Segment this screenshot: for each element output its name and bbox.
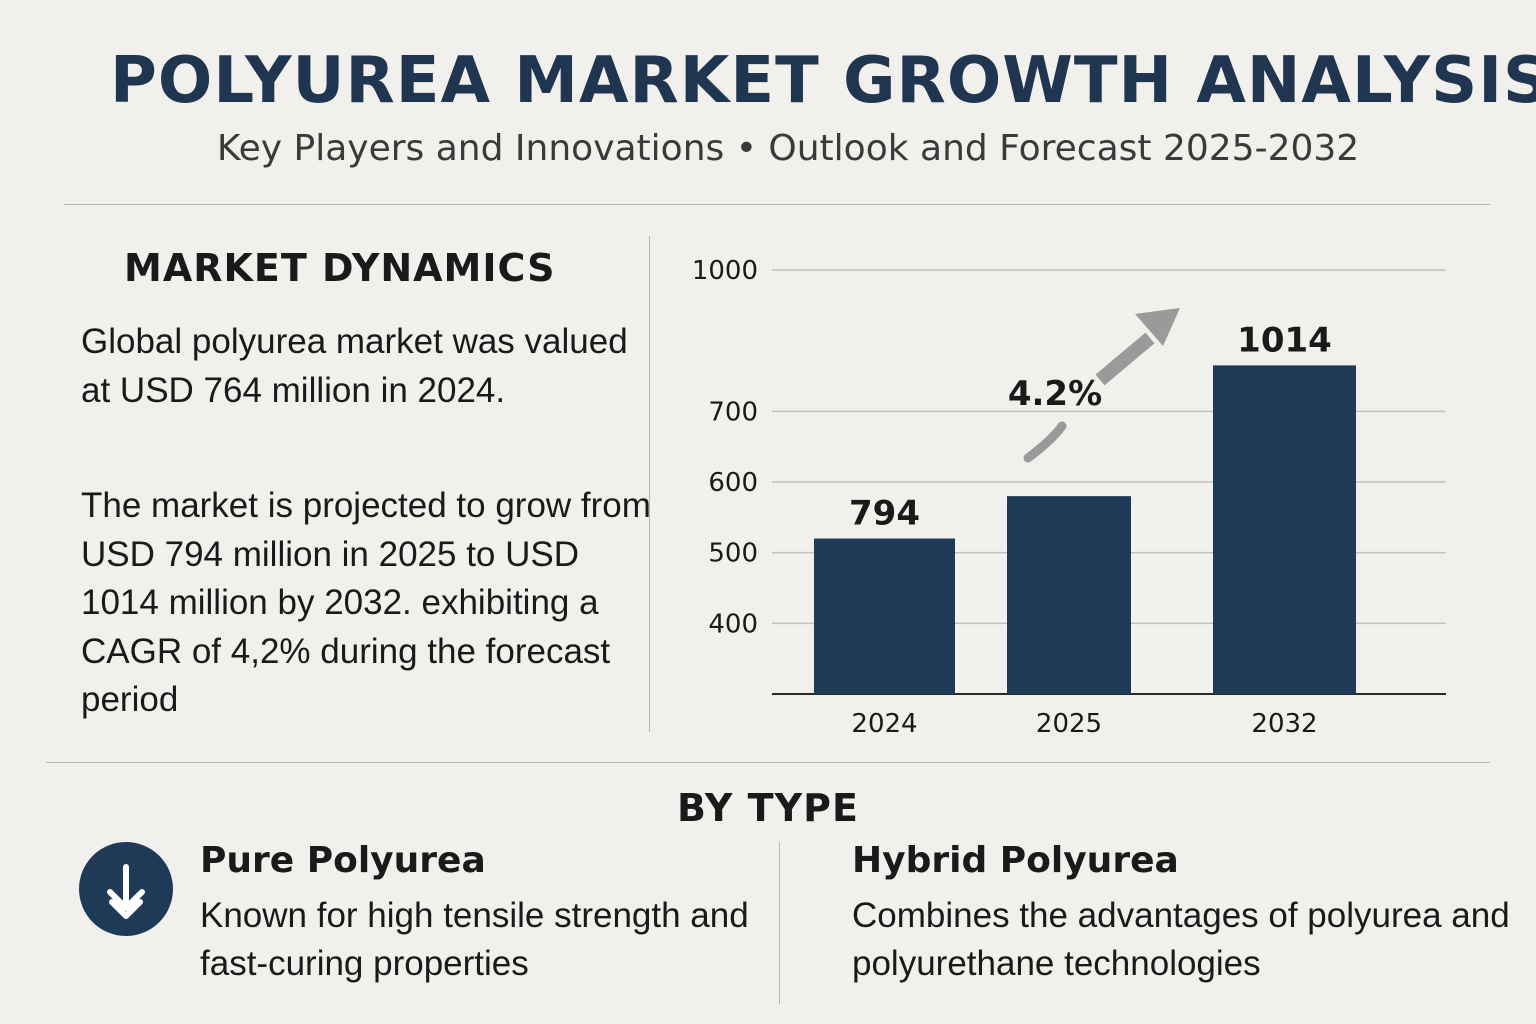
bar-2032 (1213, 365, 1356, 694)
market-dynamics-heading: MARKET DYNAMICS (124, 246, 556, 290)
growth-arrow-head (1135, 308, 1180, 346)
chart-data-labels: 794 1014 (849, 320, 1332, 533)
bar-2024 (814, 538, 955, 694)
top-divider (64, 204, 1490, 205)
growth-annotation-label: 4.2% (1008, 374, 1102, 414)
bottom-divider (46, 762, 1490, 763)
hybrid-polyurea-title: Hybrid Polyurea (852, 840, 1179, 881)
y-tick-label: 1000 (692, 256, 758, 286)
middle-vertical-divider (649, 236, 650, 732)
x-tick-label: 2032 (1251, 709, 1317, 739)
y-tick-label: 700 (708, 397, 758, 427)
pure-polyurea-title: Pure Polyurea (200, 840, 486, 881)
dynamics-paragraph-1: Global polyurea market was valued at USD… (81, 322, 628, 410)
page-title: POLYUREA MARKET GROWTH ANALYSIS (110, 44, 1536, 118)
data-label-2024: 794 (849, 494, 920, 534)
dynamics-paragraph-2: The market is projected to grow from USD… (81, 486, 651, 719)
growth-arrow-shaft (1095, 332, 1155, 386)
chart-y-tick-labels: 1000 700 600 500 400 (692, 256, 758, 639)
chart-bars (814, 365, 1356, 694)
growth-arrow-tail (1023, 421, 1067, 463)
by-type-heading: BY TYPE (677, 786, 859, 830)
x-tick-label: 2025 (1036, 709, 1102, 739)
data-label-2032: 1014 (1237, 320, 1332, 360)
chart-x-tick-labels: 2024 2025 2032 (851, 709, 1317, 739)
down-arrow-icon (79, 842, 173, 936)
hybrid-polyurea-description: Combines the advantages of polyurea and … (852, 896, 1510, 983)
x-tick-label: 2024 (851, 709, 917, 739)
y-tick-label: 600 (708, 468, 758, 498)
y-tick-label: 500 (708, 539, 758, 569)
bar-2025 (1007, 496, 1131, 694)
y-tick-label: 400 (708, 609, 758, 639)
page-subtitle: Key Players and Innovations • Outlook an… (216, 128, 1360, 169)
chart-growth-annotation: 4.2% (1008, 308, 1180, 463)
market-bar-chart: 1000 700 600 500 400 2024 2025 2032 794 1014 4.… (692, 256, 1446, 739)
type-vertical-divider (779, 842, 780, 1004)
pure-polyurea-description: Known for high tensile strength and fast… (200, 896, 749, 983)
